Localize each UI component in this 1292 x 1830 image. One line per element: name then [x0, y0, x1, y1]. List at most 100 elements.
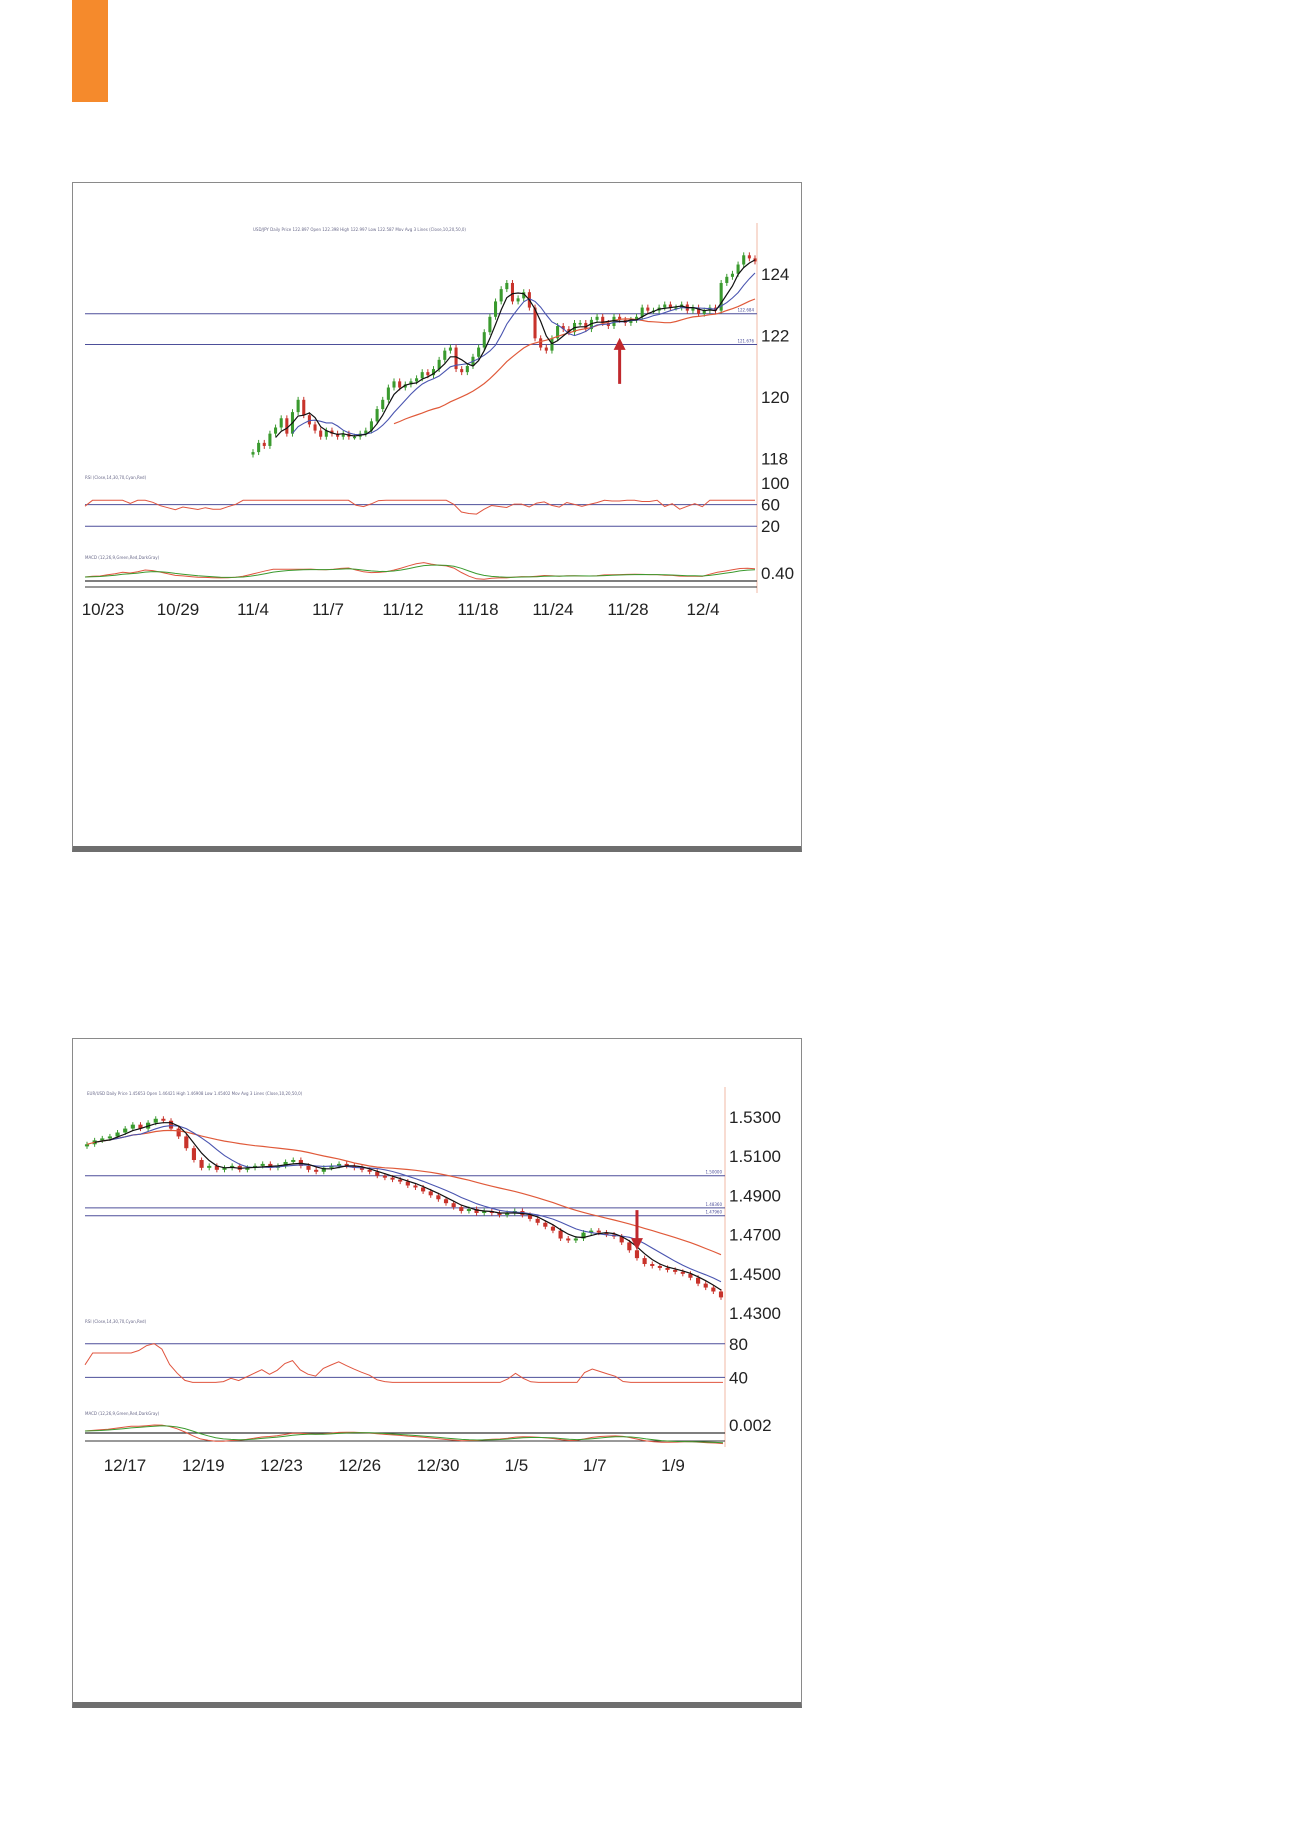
- price-level-label: 121.676: [737, 338, 754, 343]
- candle-body: [324, 430, 328, 437]
- up-arrow-icon: [613, 337, 626, 350]
- ma-mid-line: [292, 272, 756, 436]
- price-level-label: 1.48360: [705, 1202, 722, 1207]
- candle-body: [381, 399, 385, 410]
- candle-body: [460, 369, 464, 373]
- price-tick-label: 118: [761, 449, 788, 468]
- chart-panel-usdjpy: USD/JPY Daily Price 122.897 Open 122.398…: [72, 182, 802, 852]
- candle-body: [601, 316, 605, 323]
- candle-body: [386, 387, 390, 400]
- candle-body: [566, 1238, 571, 1241]
- candle-body: [494, 301, 498, 317]
- candle-body: [307, 415, 311, 425]
- candle-body: [306, 1165, 311, 1170]
- candle-body: [680, 1271, 685, 1274]
- candle-body: [392, 381, 396, 388]
- candle-body: [199, 1159, 204, 1168]
- candle-body: [702, 310, 706, 314]
- candle-body: [344, 1163, 349, 1166]
- candle-body: [527, 1214, 533, 1219]
- x-tick-label: 12/4: [686, 600, 719, 619]
- price-level-label: 1.50000: [705, 1170, 722, 1175]
- candle-body: [474, 1209, 479, 1213]
- x-tick-label: 10/23: [82, 600, 125, 619]
- candle-body: [510, 282, 514, 302]
- candle-body: [505, 282, 509, 290]
- candle-body: [222, 1167, 227, 1170]
- candle-body: [431, 369, 436, 376]
- price-tick-label: 1.5300: [729, 1108, 781, 1127]
- ma-mid-line: [109, 1125, 722, 1283]
- candle-body: [426, 372, 430, 376]
- candle-body: [352, 436, 357, 439]
- rsi-header-text: RSI (Close,14,30,70,Cyan,Red): [85, 1319, 147, 1324]
- candle-body: [184, 1136, 189, 1149]
- candle-body: [595, 316, 599, 320]
- x-tick-label: 11/12: [382, 600, 423, 619]
- candle-body: [627, 1242, 632, 1251]
- candle-body: [696, 1277, 701, 1284]
- candle-body: [535, 1218, 540, 1223]
- orange-accent-bar: [72, 0, 108, 102]
- ma-slow-line: [86, 1129, 722, 1256]
- candle-body: [674, 307, 678, 310]
- candle-body: [329, 1165, 334, 1168]
- candle-body: [245, 1167, 250, 1170]
- candle-body: [413, 1185, 418, 1188]
- down-arrow-icon: [630, 1238, 643, 1251]
- candle-body: [251, 452, 255, 455]
- candle-body: [123, 1128, 128, 1133]
- price-tick-label: 1.4500: [729, 1265, 781, 1284]
- candle-body: [561, 326, 565, 330]
- candle-body: [584, 322, 588, 330]
- candle-body: [730, 273, 734, 277]
- candle-body: [319, 430, 323, 437]
- candle-body: [153, 1118, 158, 1123]
- candle-body: [115, 1132, 120, 1137]
- candle-body: [448, 347, 452, 351]
- candle-body: [279, 418, 283, 428]
- rsi-line: [84, 1343, 723, 1383]
- candle-body: [100, 1138, 105, 1141]
- candle-body: [428, 1191, 433, 1196]
- candle-body: [466, 1209, 472, 1212]
- candle-body: [634, 1250, 640, 1259]
- candle-body: [550, 1226, 556, 1231]
- x-tick-label: 12/23: [260, 1456, 303, 1475]
- candle-body: [454, 347, 458, 370]
- candle-body: [477, 347, 481, 357]
- candle-body: [375, 409, 379, 422]
- rsi-tick-label: 60: [761, 496, 780, 515]
- candle-body: [556, 326, 560, 339]
- macd-tick-label: 0.002: [729, 1416, 772, 1435]
- candle-body: [558, 1230, 563, 1239]
- ma-slow-line: [393, 298, 756, 425]
- macd-header-text: MACD (12,26,9,Green,Red,DarkGray): [85, 555, 160, 560]
- x-tick-label: 11/7: [312, 600, 344, 619]
- x-tick-label: 12/26: [339, 1456, 382, 1475]
- candle-body: [499, 289, 503, 302]
- candle-body: [589, 319, 593, 330]
- candle-body: [268, 433, 272, 446]
- usdjpy-chart: USD/JPY Daily Price 122.897 Open 122.398…: [82, 223, 794, 619]
- macd-tick-label: 0.40: [761, 564, 794, 583]
- candle-body: [302, 399, 306, 416]
- price-tick-label: 122: [761, 326, 789, 345]
- price-level-label: 1.47960: [705, 1210, 722, 1215]
- candle-body: [375, 1171, 380, 1176]
- candle-body: [703, 1283, 708, 1288]
- rsi-line: [84, 499, 755, 515]
- x-tick-label: 12/30: [417, 1456, 460, 1475]
- candle-body: [443, 1199, 449, 1204]
- candle-body: [596, 1230, 601, 1233]
- candle-body: [207, 1165, 212, 1168]
- price-level-label: 122.684: [737, 308, 754, 313]
- candle-body: [214, 1165, 219, 1170]
- price-tick-label: 1.5100: [729, 1147, 781, 1166]
- candle-body: [437, 359, 441, 370]
- candle-body: [742, 255, 746, 265]
- candle-body: [283, 1161, 288, 1166]
- candle-body: [663, 304, 667, 308]
- candle-body: [382, 1175, 387, 1178]
- candle-body: [736, 264, 740, 274]
